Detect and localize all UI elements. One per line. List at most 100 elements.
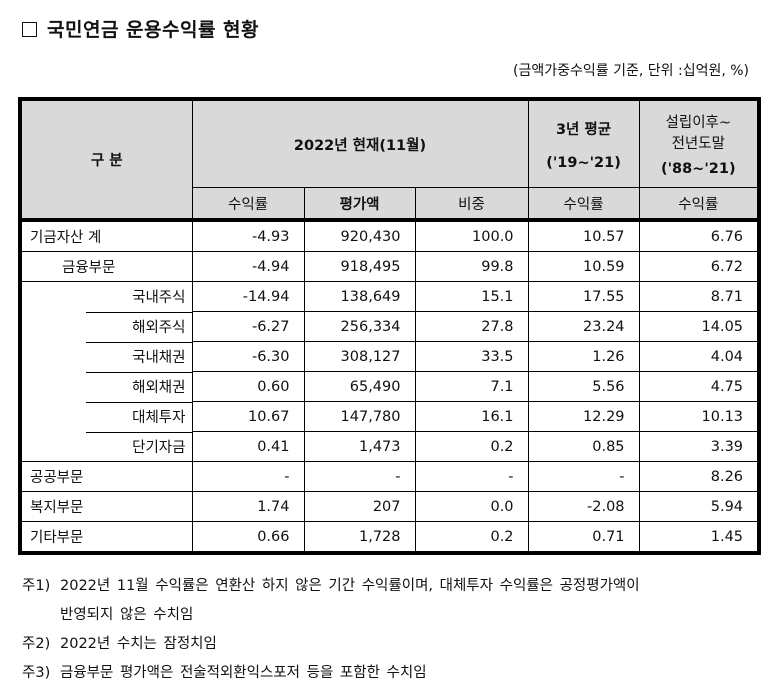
unit-note: (금액가중수익률 기준, 단위 :십억원, %)	[513, 63, 749, 79]
subheader-value: 평가액	[303, 187, 416, 221]
header-since-line2: 전년도말	[671, 136, 725, 152]
table-row: 복지부문 1.74 207 0.0 -2.08 5.94	[19, 491, 760, 522]
cell-value: 256,334	[303, 311, 416, 342]
cell-return: -6.30	[191, 341, 305, 372]
header-category: 구 분	[19, 98, 193, 221]
cell-weight: 16.1	[414, 401, 529, 432]
cell-weight: -	[414, 461, 529, 492]
cell-value: 918,495	[303, 251, 416, 282]
cell-return: -4.94	[191, 251, 305, 282]
header-since-period: ('88~'21)	[660, 161, 736, 177]
row-label: 해외주식	[19, 311, 193, 342]
cell-value: 138,649	[303, 281, 416, 312]
footnote-text: 2022년 11월 수익률은 연환산 하지 않은 기간 수익률이며, 대체투자 …	[60, 578, 640, 594]
page-title: 국민연금 운용수익률 현황	[22, 15, 259, 42]
cell-weight: 99.8	[414, 251, 529, 282]
footnote-key: 주1)	[22, 578, 51, 594]
table-row: 기금자산 계 -4.93 920,430 100.0 10.57 6.76	[19, 218, 760, 252]
table-row: 단기자금 0.41 1,473 0.2 0.85 3.39	[19, 431, 760, 462]
cell-avg3y: 5.56	[527, 371, 640, 402]
title-text: 국민연금 운용수익률 현황	[47, 19, 260, 41]
cell-since: 5.94	[638, 491, 760, 522]
cell-return: 0.60	[191, 371, 305, 402]
cell-avg3y: -2.08	[527, 491, 640, 522]
table-row: 공공부문 - - - - 8.26	[19, 461, 760, 492]
header-three-year: 3년 평균 ('19~'21)	[527, 98, 640, 188]
cell-avg3y: 10.57	[527, 218, 640, 252]
footnote-text: 2022년 수치는 잠정치임	[60, 636, 217, 652]
cell-since: 3.39	[638, 431, 760, 462]
cell-weight: 33.5	[414, 341, 529, 372]
footnote-text: 금융부문 평가액은 전술적외환익스포저 등을 포함한 수치임	[60, 665, 427, 681]
table-row: 해외채권 0.60 65,490 7.1 5.56 4.75	[19, 371, 760, 402]
cell-avg3y: 0.71	[527, 521, 640, 554]
cell-weight: 27.8	[414, 311, 529, 342]
cell-return: 10.67	[191, 401, 305, 432]
header-since-line1: 설립이후~	[665, 115, 732, 131]
cell-value: 308,127	[303, 341, 416, 372]
row-label: 금융부문	[19, 251, 193, 282]
header-three-year-period: ('19~'21)	[546, 154, 621, 171]
footnote-key: 주3)	[22, 665, 51, 681]
header-since-inception: 설립이후~ 전년도말 ('88~'21)	[638, 98, 760, 188]
cell-weight: 100.0	[414, 218, 529, 252]
cell-since: 8.26	[638, 461, 760, 492]
subheader-weight: 비중	[414, 187, 529, 221]
subheader-avg-return: 수익률	[527, 187, 640, 221]
cell-avg3y: 10.59	[527, 251, 640, 282]
checkbox-marker-icon	[22, 22, 37, 37]
row-label: 국내채권	[19, 341, 193, 372]
footnote-3: 주3) 금융부문 평가액은 전술적외환익스포저 등을 포함한 수치임	[22, 659, 640, 688]
row-label: 단기자금	[19, 431, 193, 462]
cell-since: 6.76	[638, 218, 760, 252]
row-label: 기금자산 계	[19, 218, 193, 252]
cell-weight: 0.0	[414, 491, 529, 522]
table-row: 해외주식 -6.27 256,334 27.8 23.24 14.05	[19, 311, 760, 342]
cell-since: 1.45	[638, 521, 760, 554]
cell-value: 1,728	[303, 521, 416, 554]
cell-since: 14.05	[638, 311, 760, 342]
returns-table: 구 분 2022년 현재(11월) 3년 평균 ('19~'21) 설립이후~ …	[18, 97, 762, 555]
header-three-year-title: 3년 평균	[555, 121, 612, 138]
cell-weight: 0.2	[414, 521, 529, 554]
table-row: 대체투자 10.67 147,780 16.1 12.29 10.13	[19, 401, 760, 432]
row-label: 대체투자	[19, 401, 193, 432]
cell-return: -14.94	[191, 281, 305, 312]
row-label: 공공부문	[19, 461, 193, 492]
cell-value: 207	[303, 491, 416, 522]
table-row: 국내주식 -14.94 138,649 15.1 17.55 8.71	[19, 281, 760, 312]
cell-since: 6.72	[638, 251, 760, 282]
row-label: 해외채권	[19, 371, 193, 402]
footnote-2: 주2) 2022년 수치는 잠정치임	[22, 630, 640, 659]
cell-return: 0.66	[191, 521, 305, 554]
cell-value: -	[303, 461, 416, 492]
row-label: 기타부문	[19, 521, 193, 554]
cell-weight: 7.1	[414, 371, 529, 402]
cell-avg3y: 12.29	[527, 401, 640, 432]
cell-avg3y: -	[527, 461, 640, 492]
cell-avg3y: 0.85	[527, 431, 640, 462]
cell-avg3y: 1.26	[527, 341, 640, 372]
row-label: 복지부문	[19, 491, 193, 522]
cell-return: 1.74	[191, 491, 305, 522]
footnote-text: 반영되지 않은 수치임	[60, 607, 194, 623]
cell-value: 147,780	[303, 401, 416, 432]
cell-value: 920,430	[303, 218, 416, 252]
cell-value: 65,490	[303, 371, 416, 402]
cell-value: 1,473	[303, 431, 416, 462]
subheader-return: 수익률	[191, 187, 305, 221]
cell-return: -	[191, 461, 305, 492]
footnote-1: 주1) 2022년 11월 수익률은 연환산 하지 않은 기간 수익률이며, 대체…	[22, 572, 640, 601]
footnote-1-continued: 반영되지 않은 수치임	[22, 601, 640, 630]
cell-avg3y: 23.24	[527, 311, 640, 342]
table-row: 금융부문 -4.94 918,495 99.8 10.59 6.72	[19, 251, 760, 282]
cell-weight: 0.2	[414, 431, 529, 462]
header-current-group: 2022년 현재(11월)	[191, 98, 529, 188]
cell-since: 10.13	[638, 401, 760, 432]
cell-return: -4.93	[191, 218, 305, 252]
table-row: 국내채권 -6.30 308,127 33.5 1.26 4.04	[19, 341, 760, 372]
footnotes: 주1) 2022년 11월 수익률은 연환산 하지 않은 기간 수익률이며, 대체…	[22, 572, 640, 688]
subheader-since-return: 수익률	[638, 187, 760, 221]
cell-weight: 15.1	[414, 281, 529, 312]
cell-since: 4.75	[638, 371, 760, 402]
